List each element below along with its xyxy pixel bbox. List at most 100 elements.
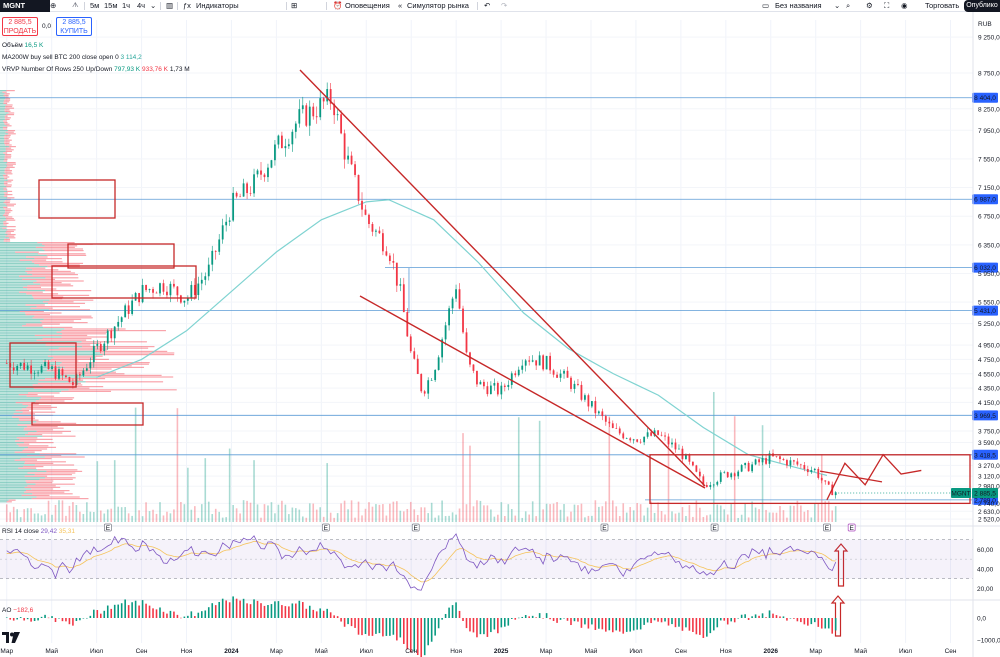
vrvp-up-row (0, 464, 35, 466)
add-symbol-icon[interactable]: ⊕ (50, 1, 57, 10)
ma-legend[interactable]: MA200W buy sell BTC 200 close open 0 3 1… (2, 54, 142, 61)
vrvp-up-row (0, 152, 4, 154)
layout-name[interactable]: Без названия (775, 1, 822, 10)
vrvp-down-row (3, 224, 7, 226)
rsi-legend[interactable]: RSI 14 close 29,42 35,31 (2, 528, 75, 535)
vrvp-up-row (0, 470, 47, 472)
candle-body (625, 438, 628, 439)
vrvp-up-row (0, 288, 28, 290)
rsi-pane: 60,00 40,00 20,00 (0, 533, 994, 593)
volume-bar (204, 458, 207, 522)
ao-bar (615, 618, 618, 631)
vrvp-down-row (44, 290, 92, 292)
candle-body (110, 330, 113, 339)
vrvp-up-row (0, 304, 26, 306)
candles-icon[interactable]: ▥ (166, 1, 174, 10)
ao-bar (86, 617, 88, 619)
layout-dropdown-icon[interactable]: ⌄ (834, 1, 841, 10)
trade-button[interactable]: Торговать (925, 1, 960, 10)
vrvp-up-row (0, 322, 42, 324)
vrvp-down-row (5, 216, 13, 218)
settings-icon[interactable]: ⚙ (866, 1, 873, 10)
redo-icon[interactable]: ↷ (501, 1, 508, 10)
snapshot-icon[interactable]: ◉ (901, 1, 908, 10)
quick-search-icon[interactable]: ⌕ (846, 1, 851, 10)
vrvp-up-row (0, 106, 6, 108)
vrvp-down-row (2, 120, 7, 122)
ao-bar (618, 618, 621, 632)
volume-bar (329, 512, 332, 522)
vrvp-up-row (0, 128, 4, 130)
layout-icon[interactable]: ▭ (762, 1, 770, 10)
vrvp-down-row (41, 322, 88, 324)
ao-bar (751, 616, 753, 618)
ao-bar (563, 618, 565, 619)
sell-button[interactable]: 2 885,5 ПРОДАТЬ (2, 17, 38, 36)
candle-body (47, 361, 50, 369)
alert-icon[interactable]: ⏰ (333, 1, 343, 10)
vrvp-down-row (25, 323, 60, 325)
vrvp-up-row (0, 171, 5, 173)
replay-button[interactable]: Симулятор рынка (407, 1, 469, 10)
price-tick-label: 2 520,0 (978, 517, 1000, 524)
replay-icon[interactable]: « (398, 1, 403, 10)
vrvp-up-row (0, 256, 27, 258)
vrvp-up-row (0, 114, 7, 116)
ao-bar (354, 618, 356, 628)
candle-body (709, 485, 712, 488)
ao-bar (242, 598, 245, 618)
interval-1h[interactable]: 1ч (122, 1, 131, 10)
volume-bar (183, 504, 186, 522)
interval-4h[interactable]: 4ч (137, 1, 146, 10)
ao-bar (26, 618, 29, 620)
chart-canvas[interactable]: 8 404,0 6 987,0 6 032,0 5 431,0 3 969,5 3 418… (0, 12, 1000, 657)
ao-bar (594, 618, 597, 630)
candle-body (82, 370, 85, 376)
buy-button[interactable]: 2 885,5 КУПИТЬ (56, 17, 92, 36)
ao-bar (733, 618, 736, 623)
ao-legend[interactable]: AO −182,6 (2, 607, 33, 614)
vrvp-down-row (3, 102, 8, 104)
volume-legend[interactable]: Объём 16,5 K (2, 42, 43, 49)
ao-bar (138, 605, 140, 618)
symbol-search[interactable]: MGNT (0, 0, 50, 12)
vrvp-up-row (0, 450, 23, 452)
vrvp-legend[interactable]: VRVP Number Of Rows 250 Up/Down 797,93 K… (2, 66, 190, 73)
volume-bar (117, 506, 119, 522)
time-tick-label: Мар (270, 648, 283, 655)
vrvp-down-row (4, 200, 11, 202)
vrvp-down-row (8, 499, 16, 501)
vrvp-up-row (0, 202, 4, 204)
time-tick-label: Ноя (450, 648, 462, 655)
vrvp-down-row (4, 154, 12, 156)
ao-bar (699, 618, 701, 635)
ao-bar (274, 601, 276, 618)
interval-5m[interactable]: 5м (90, 1, 100, 10)
tradingview-logo-icon[interactable] (2, 630, 22, 644)
candle-body (402, 284, 405, 313)
undo-icon[interactable]: ↶ (484, 1, 491, 10)
fullscreen-icon[interactable]: ⛶ (884, 1, 890, 10)
candle-body (758, 459, 760, 463)
vrvp-down-row (6, 125, 12, 127)
vrvp-up-row (0, 411, 23, 413)
rsi-tick-label: 40,00 (977, 566, 994, 573)
price-tick-label: 2 740,0 (978, 501, 1000, 508)
publish-button[interactable]: Опублико (964, 0, 1000, 12)
indicators-icon[interactable]: ƒx (183, 1, 191, 10)
interval-15m[interactable]: 15м (104, 1, 118, 10)
candle-body (385, 251, 388, 256)
ao-bar (19, 617, 22, 618)
ao-bar (368, 618, 370, 636)
volume-bar (747, 517, 750, 522)
interval-dropdown-icon[interactable]: ⌄ (150, 1, 157, 10)
layouts-icon[interactable]: ⊞ (291, 1, 298, 10)
volume-bar (93, 512, 95, 522)
vrvp-down-row (33, 282, 62, 284)
alerts-button[interactable]: Оповещения (345, 1, 390, 10)
indicators-button[interactable]: Индикаторы (196, 1, 239, 10)
ao-bar (333, 615, 335, 618)
compare-icon[interactable]: ᗑ (72, 2, 79, 9)
volume-bar (504, 516, 506, 522)
vrvp-up-row (0, 312, 25, 314)
